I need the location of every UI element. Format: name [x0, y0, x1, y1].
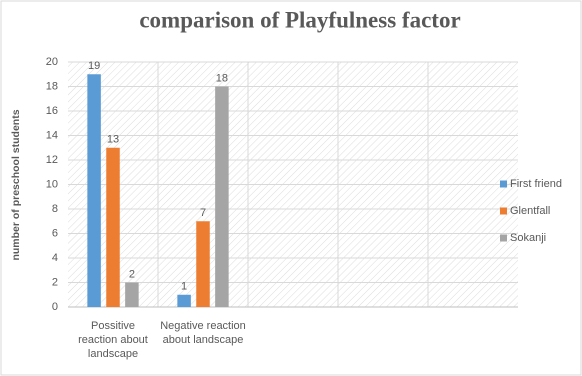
y-tick-label: 0 [52, 301, 58, 313]
legend-label: First friend [510, 178, 562, 190]
legend-swatch [500, 180, 507, 188]
y-tick-label: 4 [52, 252, 58, 264]
x-tick-label: Possitive reaction about landscape [78, 320, 148, 360]
x-tick-label: Negative reaction about landscape [160, 320, 246, 346]
y-axis-label: number of preschool students [10, 109, 22, 260]
bar [215, 86, 229, 307]
legend-swatch [500, 207, 507, 215]
y-tick-label: 16 [46, 105, 58, 117]
y-tick-label: 20 [46, 56, 58, 68]
legend-swatch [500, 234, 507, 242]
y-tick-label: 12 [46, 154, 58, 166]
bar [125, 282, 139, 307]
bar [106, 147, 120, 307]
y-tick-label: 14 [46, 129, 58, 141]
bar [177, 294, 191, 307]
legend-label: Glentfall [510, 205, 550, 217]
data-label: 2 [129, 268, 135, 280]
y-tick-label: 18 [46, 80, 58, 92]
bar [87, 74, 101, 307]
legend-label: Sokanji [510, 232, 546, 244]
data-label: 19 [88, 60, 100, 72]
data-label: 18 [216, 72, 228, 84]
y-tick-label: 2 [52, 276, 58, 288]
data-label: 7 [200, 207, 206, 219]
y-tick-label: 6 [52, 227, 58, 239]
y-tick-label: 8 [52, 203, 58, 215]
y-tick-label: 10 [46, 178, 58, 190]
data-label: 1 [181, 281, 187, 293]
data-label: 13 [107, 134, 119, 146]
chart-title: comparison of Playfulness factor [139, 7, 460, 32]
bar [196, 221, 210, 307]
